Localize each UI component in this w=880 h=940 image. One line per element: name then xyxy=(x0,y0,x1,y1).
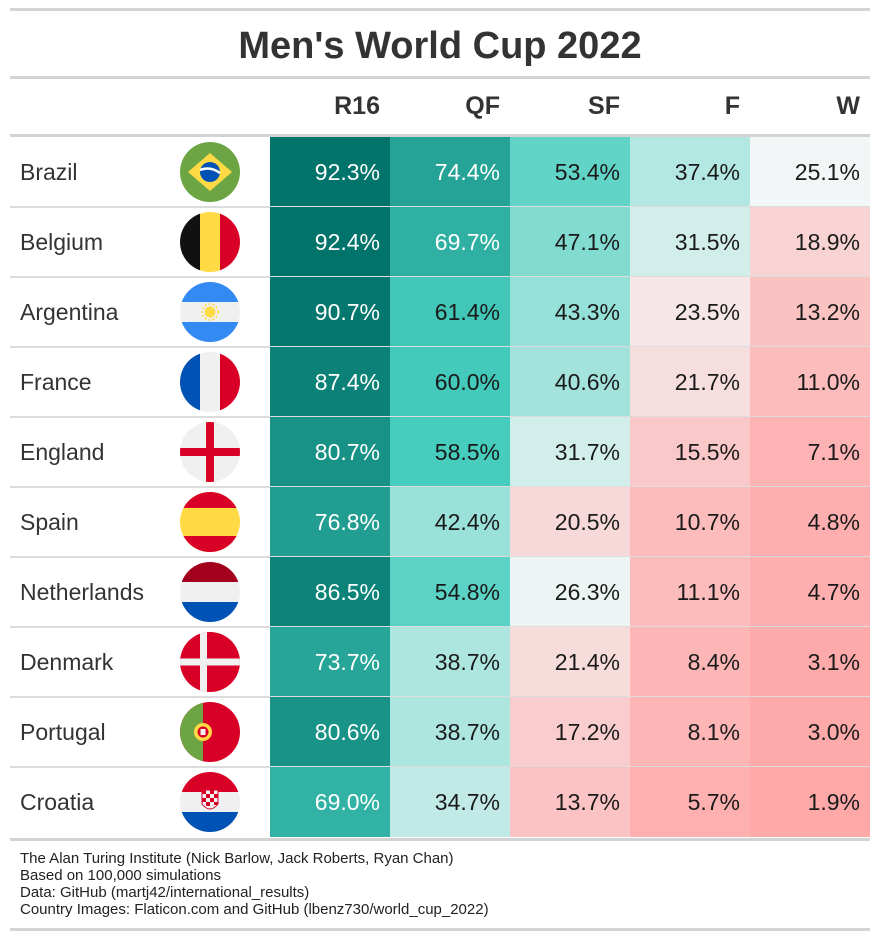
netherlands-flag-icon xyxy=(180,562,240,622)
cell-england-r16: 80.7% xyxy=(270,417,390,487)
chart-title: Men's World Cup 2022 xyxy=(238,25,642,67)
cell-netherlands-sf: 26.3% xyxy=(510,557,630,627)
cell-croatia-sf: 13.7% xyxy=(510,767,630,837)
footer-line-image-source: Country Images: Flaticon.com and GitHub … xyxy=(20,901,489,918)
team-name-brazil: Brazil xyxy=(20,159,78,185)
cell-argentina-f: 23.5% xyxy=(630,277,750,347)
footer-line-data-source: Data: GitHub (martj42/international_resu… xyxy=(20,884,310,901)
cell-portugal-w: 3.0% xyxy=(750,697,870,767)
cell-spain-f: 10.7% xyxy=(630,487,750,557)
cell-spain-r16: 76.8% xyxy=(270,487,390,557)
team-name-denmark: Denmark xyxy=(20,649,114,675)
cell-france-sf: 40.6% xyxy=(510,347,630,417)
cell-argentina-w: 13.2% xyxy=(750,277,870,347)
cell-croatia-r16: 69.0% xyxy=(270,767,390,837)
cell-spain-w: 4.8% xyxy=(750,487,870,557)
cell-portugal-r16: 80.6% xyxy=(270,697,390,767)
cell-netherlands-r16: 86.5% xyxy=(270,557,390,627)
title-rule xyxy=(10,76,870,79)
cell-croatia-w: 1.9% xyxy=(750,767,870,837)
cell-spain-sf: 20.5% xyxy=(510,487,630,557)
footer-line-simulations: Based on 100,000 simulations xyxy=(20,867,221,884)
brazil-flag-icon xyxy=(180,142,240,202)
cell-brazil-sf: 53.4% xyxy=(510,137,630,207)
cell-brazil-w: 25.1% xyxy=(750,137,870,207)
team-name-england: England xyxy=(20,439,105,465)
cell-portugal-f: 8.1% xyxy=(630,697,750,767)
cell-england-qf: 58.5% xyxy=(390,417,510,487)
cell-denmark-sf: 21.4% xyxy=(510,627,630,697)
cell-netherlands-qf: 54.8% xyxy=(390,557,510,627)
cell-brazil-r16: 92.3% xyxy=(270,137,390,207)
team-name-portugal: Portugal xyxy=(20,719,106,745)
cell-spain-qf: 42.4% xyxy=(390,487,510,557)
team-name-croatia: Croatia xyxy=(20,789,95,815)
top-rule xyxy=(10,8,870,11)
footer-line-credit: The Alan Turing Institute (Nick Barlow, … xyxy=(20,850,454,867)
team-name-belgium: Belgium xyxy=(20,229,104,255)
team-name-argentina: Argentina xyxy=(20,299,119,325)
column-header-r16: R16 xyxy=(334,92,380,120)
cell-brazil-qf: 74.4% xyxy=(390,137,510,207)
cell-netherlands-f: 11.1% xyxy=(630,557,750,627)
team-name-france: France xyxy=(20,369,92,395)
cell-denmark-r16: 73.7% xyxy=(270,627,390,697)
england-flag-icon xyxy=(180,422,240,482)
spain-flag-icon xyxy=(180,492,240,552)
cell-croatia-qf: 34.7% xyxy=(390,767,510,837)
cell-denmark-qf: 38.7% xyxy=(390,627,510,697)
croatia-flag-icon xyxy=(180,772,240,832)
cell-england-w: 7.1% xyxy=(750,417,870,487)
belgium-flag-icon xyxy=(180,212,240,272)
column-header-sf: SF xyxy=(588,92,620,120)
cell-argentina-r16: 90.7% xyxy=(270,277,390,347)
column-header-w: W xyxy=(836,92,860,120)
cell-croatia-f: 5.7% xyxy=(630,767,750,837)
footer: The Alan Turing Institute (Nick Barlow, … xyxy=(20,850,489,918)
header-rule xyxy=(10,134,870,137)
cell-england-f: 15.5% xyxy=(630,417,750,487)
cell-belgium-qf: 69.7% xyxy=(390,207,510,277)
cell-denmark-f: 8.4% xyxy=(630,627,750,697)
cell-belgium-r16: 92.4% xyxy=(270,207,390,277)
team-name-netherlands: Netherlands xyxy=(20,579,145,605)
cell-argentina-qf: 61.4% xyxy=(390,277,510,347)
cell-belgium-w: 18.9% xyxy=(750,207,870,277)
cell-france-f: 21.7% xyxy=(630,347,750,417)
cell-netherlands-w: 4.7% xyxy=(750,557,870,627)
cell-belgium-f: 31.5% xyxy=(630,207,750,277)
column-header-f: F xyxy=(724,92,740,120)
cell-france-w: 11.0% xyxy=(750,347,870,417)
cell-denmark-w: 3.1% xyxy=(750,627,870,697)
portugal-flag-icon xyxy=(180,702,240,762)
denmark-flag-icon xyxy=(180,632,240,692)
argentina-flag-icon xyxy=(180,282,240,342)
cell-france-r16: 87.4% xyxy=(270,347,390,417)
footer-rule xyxy=(10,928,870,931)
cell-england-sf: 31.7% xyxy=(510,417,630,487)
team-name-spain: Spain xyxy=(20,509,79,535)
cell-france-qf: 60.0% xyxy=(390,347,510,417)
bottom-table-rule xyxy=(10,838,870,841)
cell-argentina-sf: 43.3% xyxy=(510,277,630,347)
france-flag-icon xyxy=(180,352,240,412)
cell-brazil-f: 37.4% xyxy=(630,137,750,207)
column-header-qf: QF xyxy=(465,92,500,120)
cell-portugal-sf: 17.2% xyxy=(510,697,630,767)
cell-belgium-sf: 47.1% xyxy=(510,207,630,277)
cell-portugal-qf: 38.7% xyxy=(390,697,510,767)
